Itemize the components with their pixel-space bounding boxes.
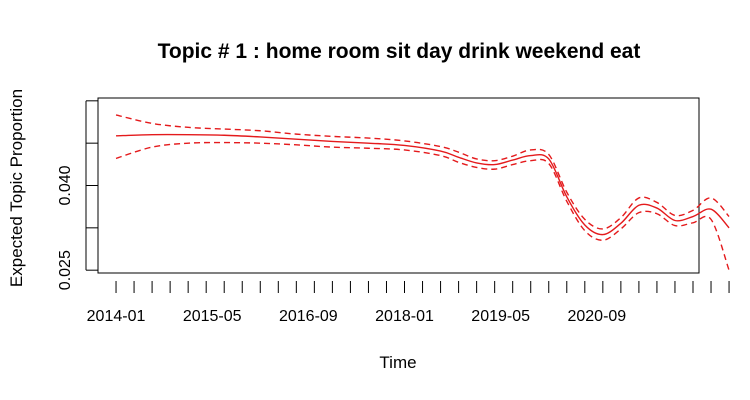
x-axis: 2014-01 2015-05 2016-09 2018-01 2019-05 2020-… [87, 281, 730, 325]
upper-bound-line [115, 114, 730, 230]
x-axis-label: Time [379, 353, 416, 372]
series-layer [115, 114, 730, 271]
x-tick-label: 2014-01 [87, 308, 146, 325]
plot-frame [97, 97, 700, 274]
y-axis-label: Expected Topic Proportion [7, 89, 26, 287]
x-tick-label: 2020-09 [567, 308, 626, 325]
y-tick-label: 0.025 [57, 250, 74, 290]
chart-title: Topic # 1 : home room sit day drink week… [158, 40, 641, 63]
lower-bound-line [115, 141, 730, 271]
x-tick-label: 2019-05 [471, 308, 530, 325]
x-tick-label: 2016-09 [279, 308, 338, 325]
y-axis: 0.025 0.040 [57, 100, 98, 290]
x-tick-label: 2015-05 [183, 308, 242, 325]
estimate-line [116, 133, 730, 236]
x-tick-label: 2018-01 [375, 308, 434, 325]
y-tick-label: 0.040 [57, 165, 74, 205]
